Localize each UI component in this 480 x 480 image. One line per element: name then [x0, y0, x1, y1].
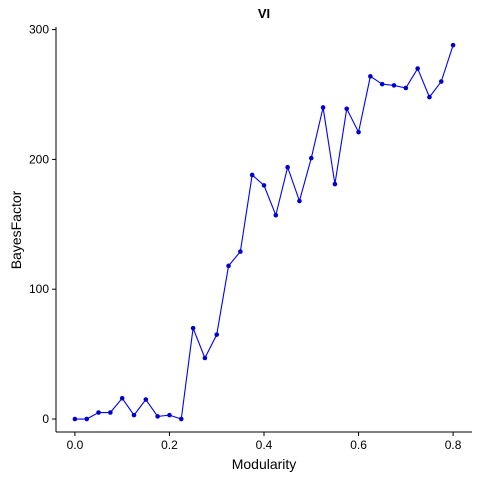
- y-tick-label: 300: [29, 23, 49, 37]
- data-point: [190, 325, 196, 331]
- y-tick-label: 0: [42, 412, 49, 426]
- data-point: [391, 83, 397, 88]
- x-tick-label: 0.8: [445, 438, 462, 452]
- data-point: [202, 355, 208, 361]
- data-point: [450, 42, 456, 48]
- data-point: [273, 212, 279, 218]
- data-point: [415, 66, 420, 71]
- data-point: [238, 249, 243, 254]
- data-point: [167, 412, 172, 418]
- data-point: [119, 395, 125, 401]
- axes: [55, 27, 472, 433]
- data-point: [261, 183, 267, 188]
- data-point: [427, 94, 432, 100]
- data-point: [108, 410, 113, 415]
- y-tick-label: 200: [29, 152, 49, 166]
- data-series: [72, 42, 456, 422]
- data-point: [131, 412, 137, 418]
- data-point: [297, 198, 302, 204]
- x-axis-title: Modularity: [232, 456, 297, 472]
- data-point: [72, 416, 78, 422]
- data-point: [356, 129, 361, 135]
- data-point: [308, 155, 314, 161]
- data-point: [403, 85, 409, 91]
- x-tick-label: 0.0: [67, 438, 84, 452]
- data-point: [178, 416, 184, 422]
- data-point: [438, 79, 444, 84]
- data-point: [155, 414, 160, 419]
- data-point: [226, 263, 231, 269]
- y-axis-title: BayesFactor: [8, 190, 24, 269]
- data-point: [285, 164, 290, 170]
- data-point: [379, 81, 385, 87]
- data-point: [332, 181, 338, 187]
- data-point: [320, 105, 326, 110]
- x-axis-ticks: 0.0 0.2 0.4 0.6 0.8: [67, 432, 462, 452]
- data-point: [249, 172, 255, 178]
- x-tick-label: 0.2: [161, 438, 178, 452]
- chart-title: VI: [258, 6, 270, 21]
- y-axis-ticks: 0 100 200 300: [29, 23, 56, 426]
- data-point: [214, 332, 220, 337]
- x-tick-label: 0.6: [350, 438, 367, 452]
- series-line: [74, 44, 454, 420]
- data-point: [143, 397, 149, 402]
- data-point: [368, 74, 373, 79]
- data-point: [84, 416, 90, 422]
- data-point: [96, 410, 101, 415]
- data-point: [344, 106, 350, 112]
- y-tick-label: 100: [29, 282, 49, 296]
- x-tick-label: 0.4: [256, 438, 273, 452]
